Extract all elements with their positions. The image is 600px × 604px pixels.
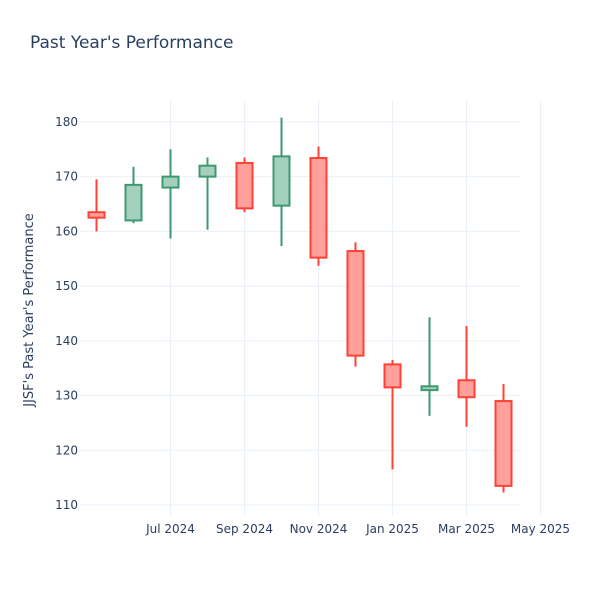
candle-body — [161, 175, 180, 189]
axis-layer: 110 120 130 140 150 160 170 180 Jul 2024 Sep 2024… — [55, 115, 570, 536]
chart-title: Past Year's Performance — [30, 33, 234, 53]
candle-increasing — [124, 166, 143, 224]
candle-decreasing — [235, 157, 254, 213]
x-tick-label: Jan 2025 — [365, 522, 419, 536]
candle-decreasing — [457, 326, 476, 427]
candle-body — [198, 164, 217, 178]
y-tick-label: 120 — [55, 443, 78, 457]
x-tick-label: May 2025 — [511, 522, 570, 536]
x-tick-label: Mar 2025 — [438, 522, 495, 536]
candle-increasing — [161, 149, 180, 239]
y-tick-label: 170 — [55, 170, 78, 184]
y-tick-label: 150 — [55, 279, 78, 293]
x-tick-label: Nov 2024 — [290, 522, 348, 536]
y-tick-label: 180 — [55, 115, 78, 129]
y-axis-title: JJSF's Past Year's Performance — [22, 213, 37, 407]
y-tick-label: 160 — [55, 224, 78, 238]
candle-body — [272, 155, 291, 207]
candle-decreasing — [309, 146, 328, 266]
x-tick-label: Sep 2024 — [216, 522, 273, 536]
candle-decreasing — [494, 384, 513, 493]
candle-increasing — [198, 157, 217, 230]
candle-body — [383, 363, 402, 389]
candle-decreasing — [87, 179, 106, 232]
x-tick-label: Jul 2024 — [145, 522, 195, 536]
candle-body — [124, 183, 143, 222]
candle-body — [420, 385, 439, 392]
candle-increasing — [420, 317, 439, 416]
y-tick-label: 110 — [55, 498, 78, 512]
candle-body — [309, 157, 328, 259]
candle-layer — [87, 117, 513, 493]
candle-body — [457, 379, 476, 399]
candle-decreasing — [383, 360, 402, 470]
candle-body — [494, 400, 513, 487]
candle-decreasing — [346, 242, 365, 367]
candle-body — [235, 161, 254, 210]
y-tick-label: 140 — [55, 334, 78, 348]
candle-body — [87, 211, 106, 219]
y-tick-label: 130 — [55, 389, 78, 403]
candle-increasing — [272, 117, 291, 247]
candle-body — [346, 250, 365, 357]
